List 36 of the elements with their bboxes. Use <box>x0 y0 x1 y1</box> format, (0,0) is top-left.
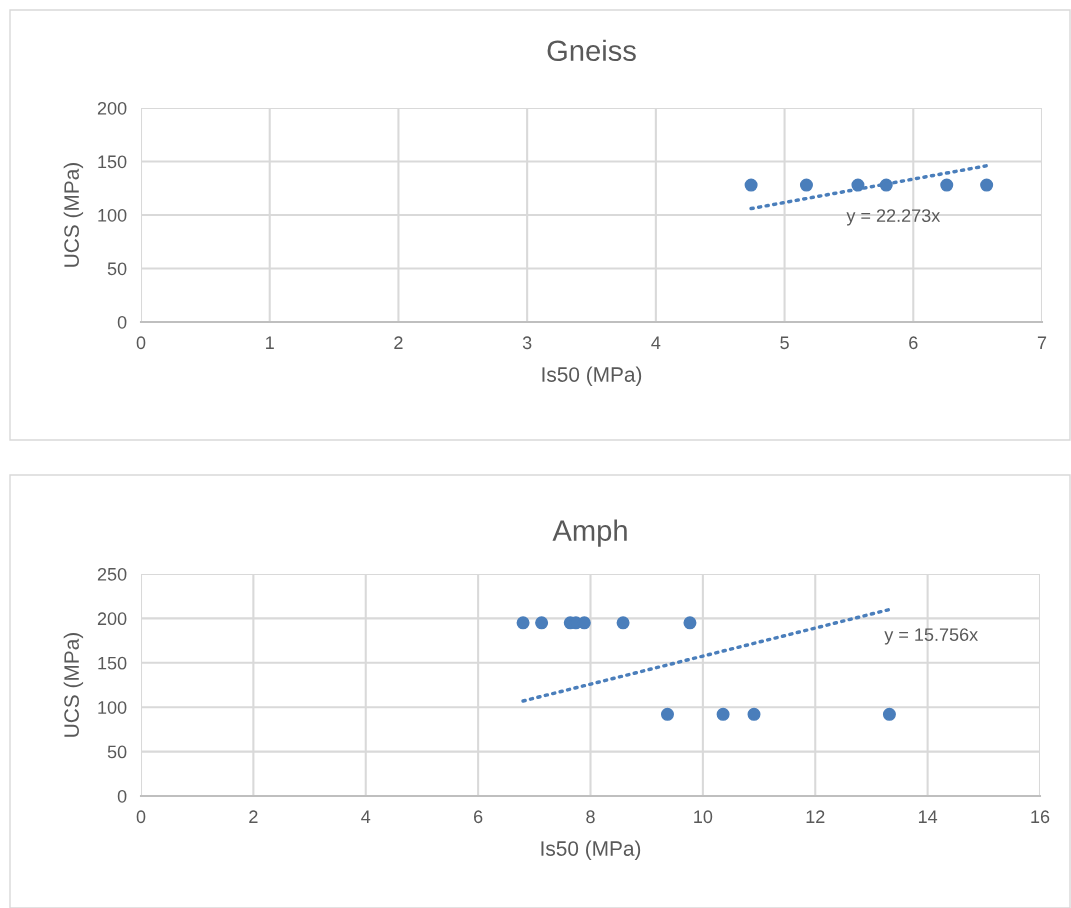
x-tick-label: 3 <box>522 336 532 350</box>
annotation: y = 22.273x <box>846 209 941 226</box>
x-tick-label: 10 <box>694 810 713 824</box>
x-tick-label: 4 <box>361 810 371 823</box>
x-tick-label: 6 <box>474 810 483 824</box>
y-tick-label: 200 <box>97 612 127 626</box>
y-axis-title: UCS (MPa) <box>63 633 84 737</box>
x-tick-label: 5 <box>780 336 789 350</box>
x-tick-label: 16 <box>1031 810 1050 824</box>
y-tick-label: 50 <box>107 262 127 276</box>
x-tick-label: 4 <box>651 336 661 349</box>
chart-title: Amph <box>552 519 627 547</box>
y-axis-title: UCS (MPa) <box>63 163 84 267</box>
x-tick-label: 2 <box>249 810 258 823</box>
y-tick-label: 250 <box>97 567 127 581</box>
x-tick-label: 0 <box>136 810 146 824</box>
y-tick-label: 0 <box>117 789 127 803</box>
y-tick-label: 150 <box>98 155 127 169</box>
y-tick-label: 100 <box>98 701 127 714</box>
chart-title: Gneiss <box>547 39 636 62</box>
y-tick-label: 50 <box>107 745 127 759</box>
x-tick-label: 12 <box>806 810 825 823</box>
y-tick-label: 200 <box>97 101 127 115</box>
y-tick-label: 100 <box>98 208 127 222</box>
x-tick-label: 1 <box>266 336 274 349</box>
x-tick-label: 6 <box>909 336 918 350</box>
x-tick-label: 0 <box>136 336 146 350</box>
x-axis-title: Is50 (MPa) <box>541 840 641 861</box>
x-tick-label: 2 <box>394 336 403 349</box>
y-tick-label: 0 <box>117 315 127 329</box>
x-tick-label: 7 <box>1037 336 1047 349</box>
x-axis-title: Is50 (MPa) <box>542 366 642 387</box>
annotation: y = 15.756x <box>884 628 978 645</box>
y-tick-label: 150 <box>98 656 127 670</box>
x-tick-label: 8 <box>586 810 595 824</box>
x-tick-label: 14 <box>918 810 938 823</box>
